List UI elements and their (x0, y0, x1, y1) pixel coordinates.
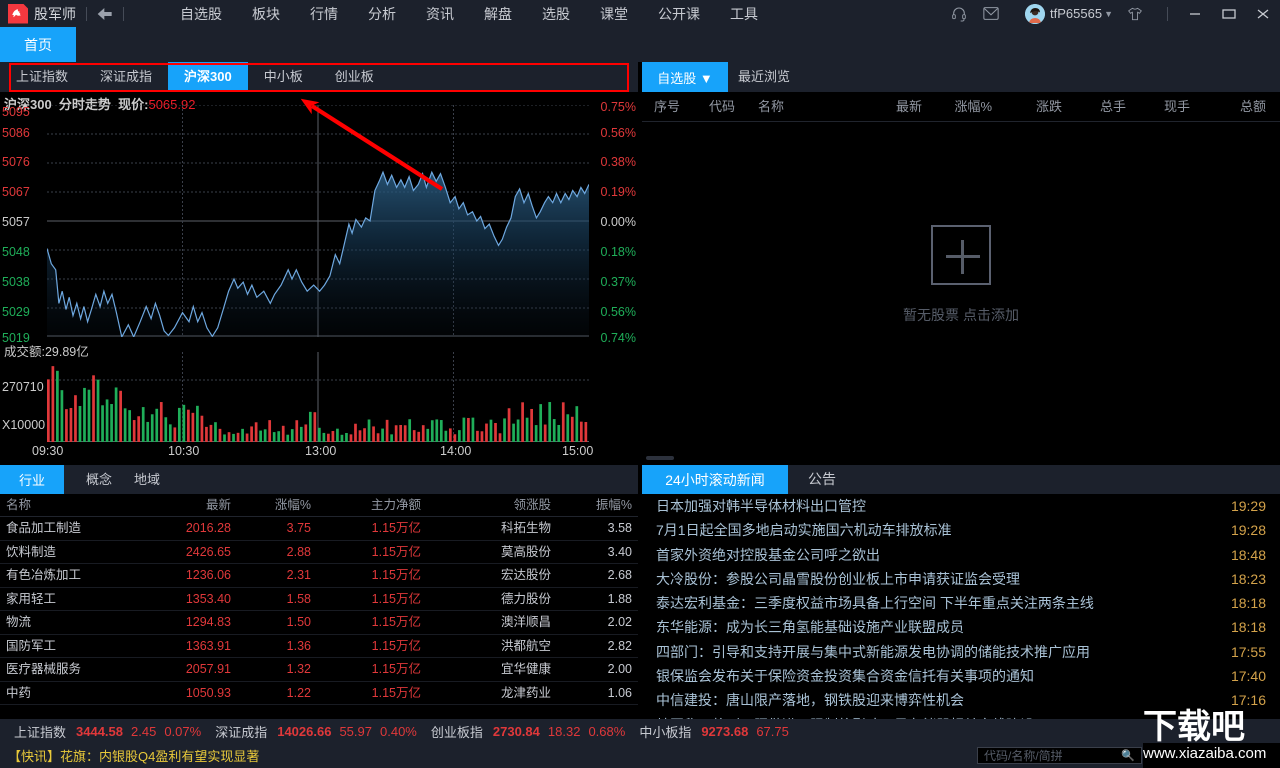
svg-text:www.xiazaiba.com: www.xiazaiba.com (1143, 745, 1266, 762)
